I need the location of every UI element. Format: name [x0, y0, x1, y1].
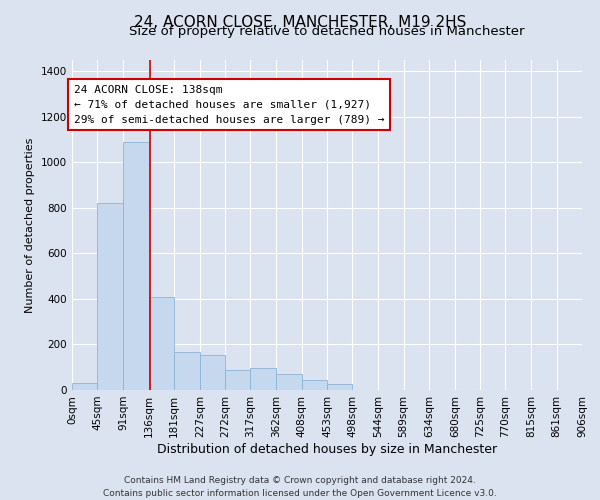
X-axis label: Distribution of detached houses by size in Manchester: Distribution of detached houses by size … — [157, 442, 497, 456]
Bar — [97, 204, 123, 390]
Text: 24, ACORN CLOSE, MANCHESTER, M19 2HS: 24, ACORN CLOSE, MANCHESTER, M19 2HS — [134, 15, 466, 30]
Bar — [225, 370, 250, 390]
Bar — [250, 368, 276, 390]
Text: Contains HM Land Registry data © Crown copyright and database right 2024.
Contai: Contains HM Land Registry data © Crown c… — [103, 476, 497, 498]
Y-axis label: Number of detached properties: Number of detached properties — [25, 138, 35, 312]
Bar — [72, 383, 97, 390]
Text: 24 ACORN CLOSE: 138sqm
← 71% of detached houses are smaller (1,927)
29% of semi-: 24 ACORN CLOSE: 138sqm ← 71% of detached… — [74, 85, 384, 124]
Bar — [302, 380, 327, 390]
Bar — [276, 374, 302, 390]
Bar — [174, 352, 200, 390]
Bar — [327, 384, 352, 390]
Bar — [200, 354, 225, 390]
Title: Size of property relative to detached houses in Manchester: Size of property relative to detached ho… — [129, 25, 525, 38]
Bar — [149, 296, 174, 390]
Bar — [123, 142, 149, 390]
